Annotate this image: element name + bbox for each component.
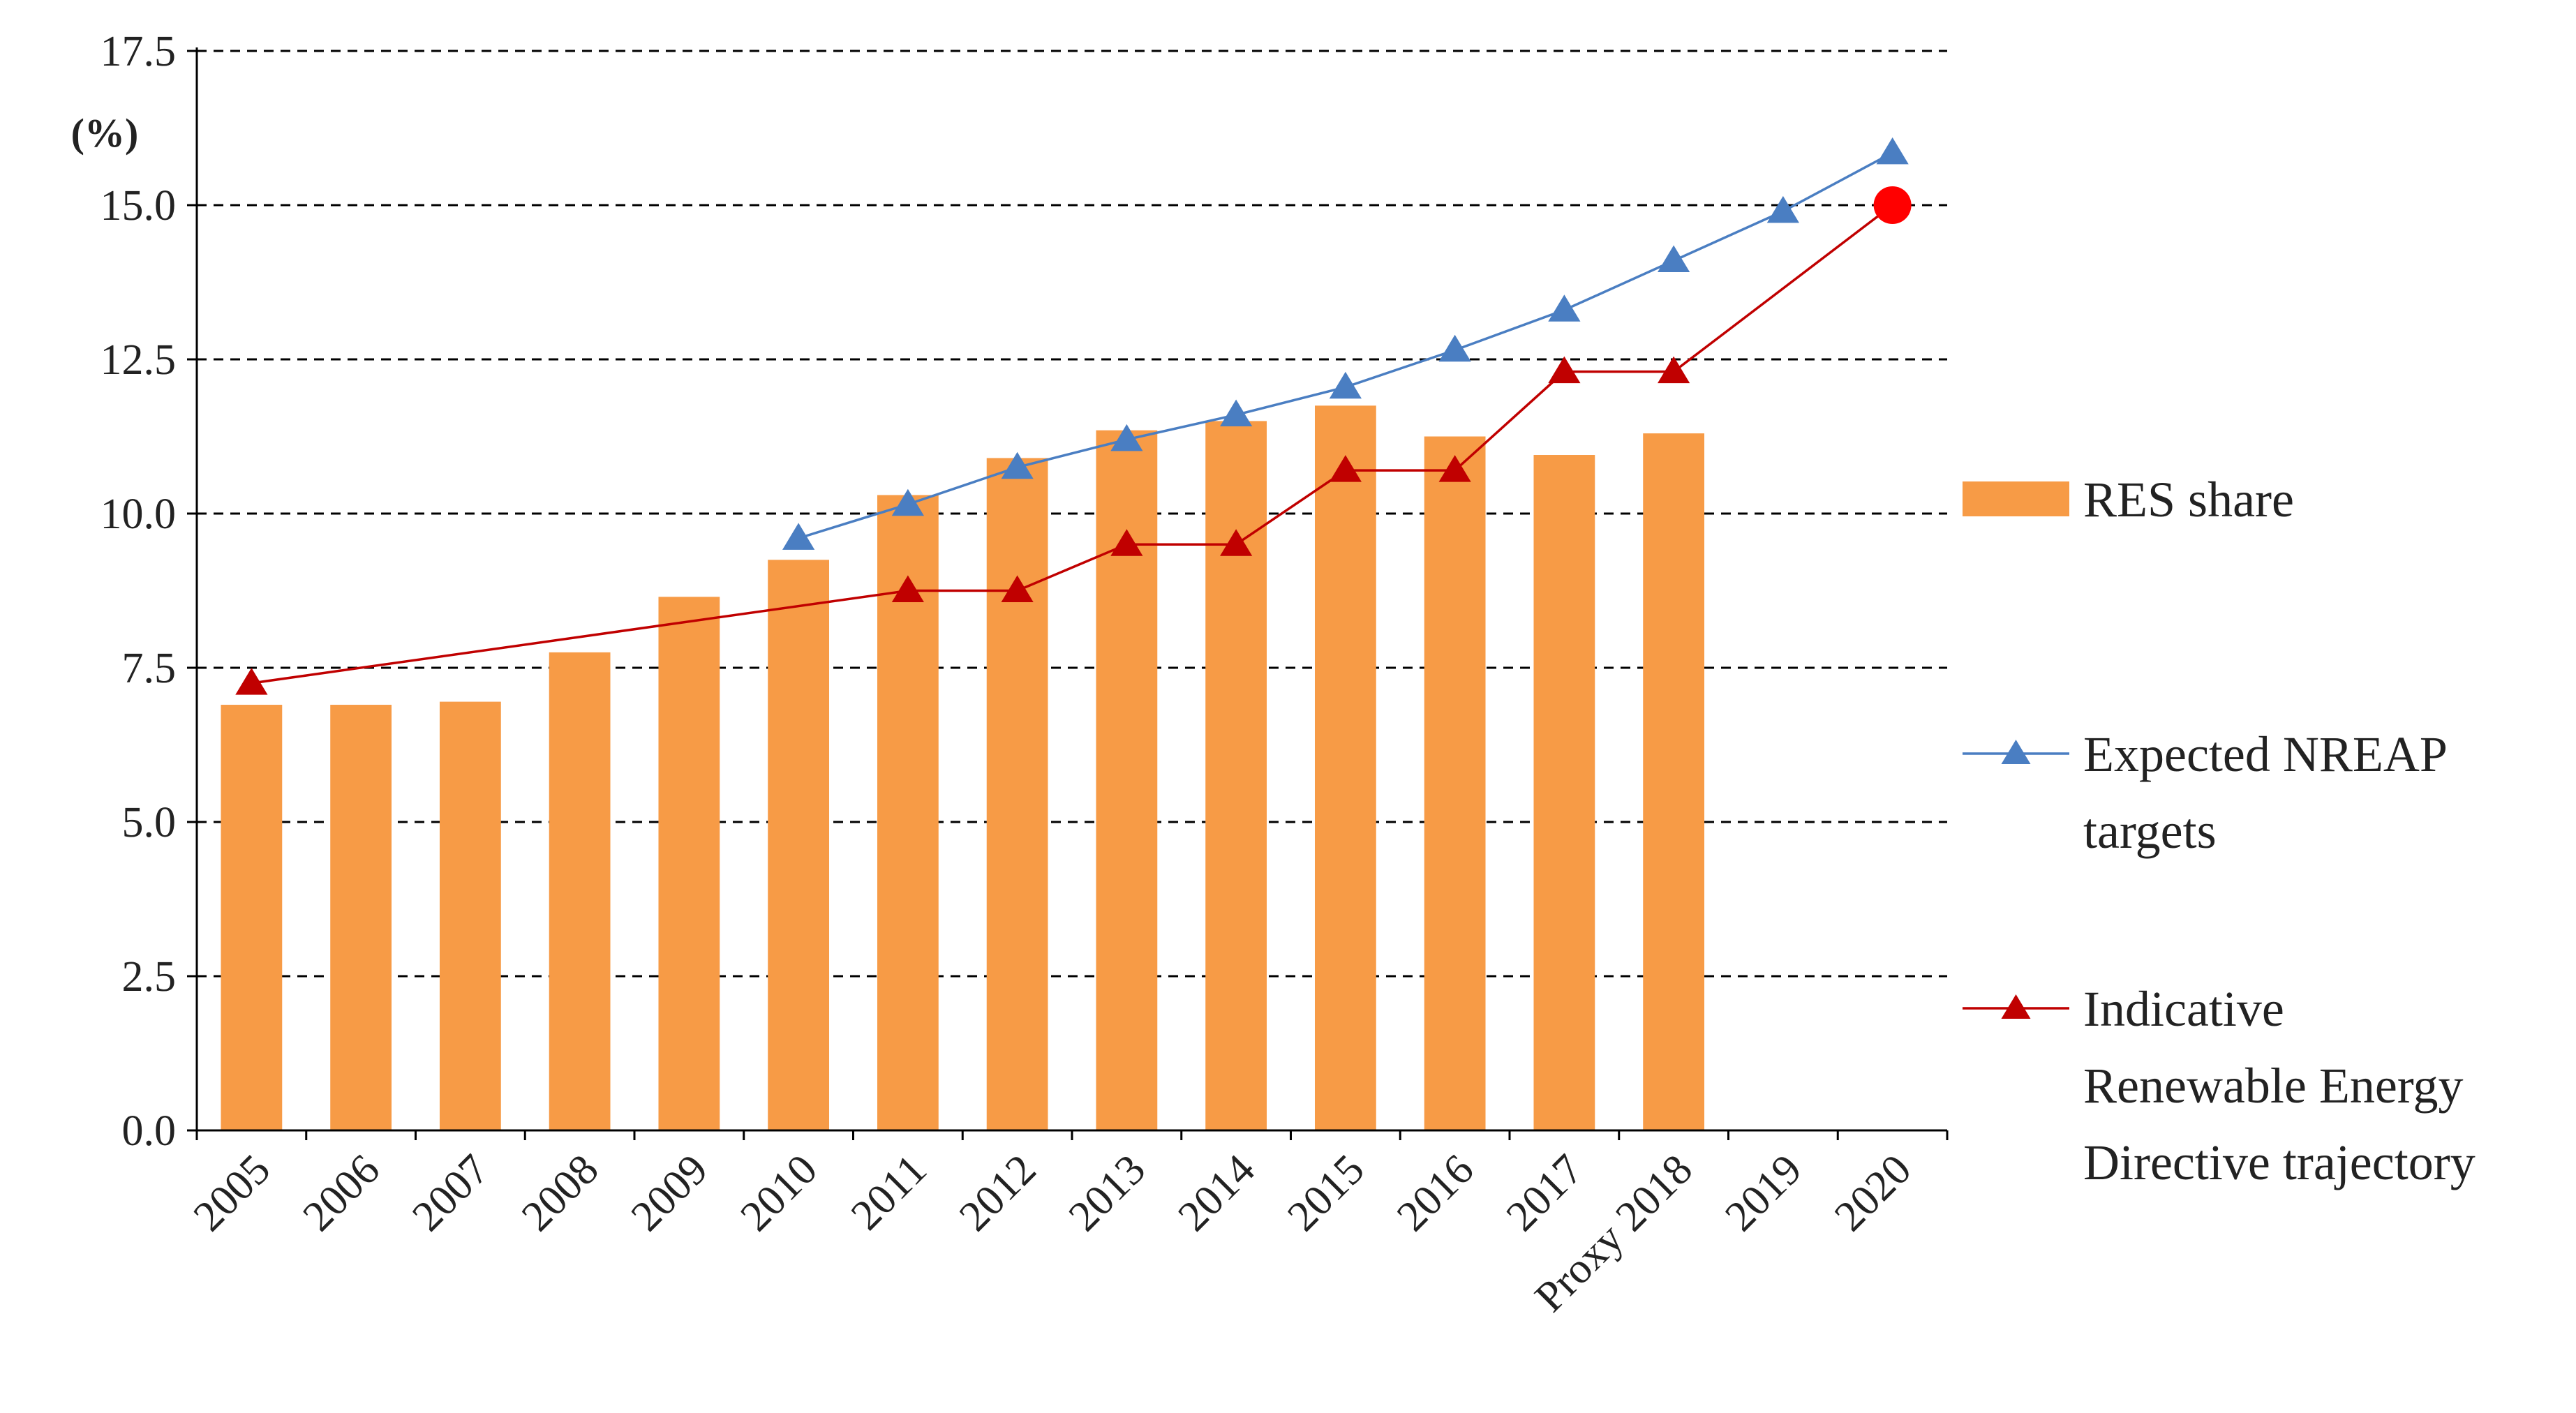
bar-2014: [1205, 421, 1267, 1130]
legend-label-2-2: Directive trajectory: [2083, 1135, 2476, 1190]
series-1-marker-2014: [1220, 529, 1253, 556]
x-tick-label-2015: 2015: [1279, 1146, 1373, 1241]
y-unit-label: (%): [71, 110, 139, 156]
series-markers: [235, 137, 1912, 695]
legend-swatch-0: [1963, 481, 2069, 516]
legend-marker-1: [2001, 740, 2031, 764]
y-tick-label-5.0: 5.0: [122, 799, 177, 846]
series-1-marker-2011: [891, 575, 924, 602]
series-1-marker-2016: [1438, 455, 1471, 482]
y-tick-label-2.5: 2.5: [122, 953, 177, 1001]
bar-2006: [330, 705, 392, 1130]
x-tick-label-2008: 2008: [513, 1146, 608, 1241]
x-tick-label-2009: 2009: [623, 1146, 717, 1241]
axes: [187, 47, 1949, 1140]
series-0-marker-2015: [1329, 371, 1362, 399]
y-tick-label-7.5: 7.5: [122, 645, 177, 692]
bar-2012: [986, 458, 1048, 1130]
legend-label-0-0: RES share: [2083, 472, 2294, 528]
x-tick-label-2006: 2006: [294, 1146, 389, 1241]
series-0-marker-proxy-2018: [1658, 245, 1690, 273]
series-0-marker-2011: [891, 488, 924, 516]
series-0-marker-2019: [1766, 195, 1799, 223]
x-tick-labels: 2005 2006 2007 2008 2009 2010 2011 2012 2013 2014…: [185, 1146, 1921, 1321]
x-tick-label-2020: 2020: [1826, 1146, 1921, 1241]
bar-2005: [221, 705, 283, 1130]
series-1-marker-2015: [1329, 455, 1362, 482]
series-0-marker-2010: [782, 523, 815, 550]
y-tick-label-15.0: 15.0: [100, 182, 177, 230]
legend-label-1-1: targets: [2083, 803, 2217, 859]
series-0-marker-2013: [1110, 424, 1143, 451]
bars: [221, 405, 1705, 1130]
x-tick-label-2010: 2010: [731, 1146, 826, 1241]
bar-2008: [549, 652, 611, 1130]
bar-2009: [658, 597, 720, 1130]
x-tick-label-2014: 2014: [1169, 1146, 1264, 1241]
bar-2015: [1314, 405, 1376, 1130]
series-1-marker-2012: [1001, 575, 1034, 602]
bar-2007: [439, 701, 501, 1130]
x-tick-label-2017: 2017: [1498, 1146, 1593, 1241]
y-tick-label-12.5: 12.5: [100, 336, 177, 384]
x-tick-label-2011: 2011: [842, 1146, 936, 1239]
y-tick-label-0.0: 0.0: [122, 1107, 177, 1155]
series-0-marker-2014: [1220, 399, 1253, 427]
series-0-marker-2017: [1548, 294, 1581, 322]
x-tick-label-2007: 2007: [403, 1146, 498, 1241]
legend-label-2-1: Renewable Energy: [2083, 1058, 2463, 1114]
legend-marker-2: [2001, 994, 2031, 1019]
series-0-marker-2012: [1001, 451, 1034, 479]
bar-proxy-2018: [1643, 433, 1705, 1130]
legend-label-2-0: Indicative: [2083, 981, 2284, 1037]
x-tick-label-2005: 2005: [185, 1146, 280, 1241]
series-0-marker-2016: [1438, 334, 1471, 362]
y-tick-labels: 0.0 2.5 5.0 7.5 10.0 12.5 15.0 17.5: [100, 28, 177, 1155]
series-1-marker-2005: [235, 668, 268, 695]
x-tick-label-2012: 2012: [951, 1146, 1045, 1241]
bar-2010: [768, 560, 830, 1130]
x-tick-label-2016: 2016: [1388, 1146, 1483, 1241]
series-1-marker-2017: [1548, 356, 1581, 384]
series-1-marker-2013: [1110, 529, 1143, 556]
legend-label-1-0: Expected NREAP: [2083, 726, 2448, 782]
bar-2017: [1533, 455, 1595, 1130]
target-point-2020: [1873, 186, 1912, 224]
series-line-1: [251, 204, 1893, 685]
y-tick-label-17.5: 17.5: [100, 28, 177, 75]
y-tick-label-10.0: 10.0: [100, 491, 177, 538]
x-tick-label-2019: 2019: [1716, 1146, 1811, 1241]
x-tick-label-2013: 2013: [1060, 1146, 1155, 1241]
legend: RES share Expected NREAP targets Indicative…: [1963, 472, 2476, 1190]
series-0-marker-2020: [1876, 137, 1909, 165]
series-1-marker-proxy-2018: [1658, 356, 1690, 384]
bar-2016: [1424, 436, 1486, 1130]
